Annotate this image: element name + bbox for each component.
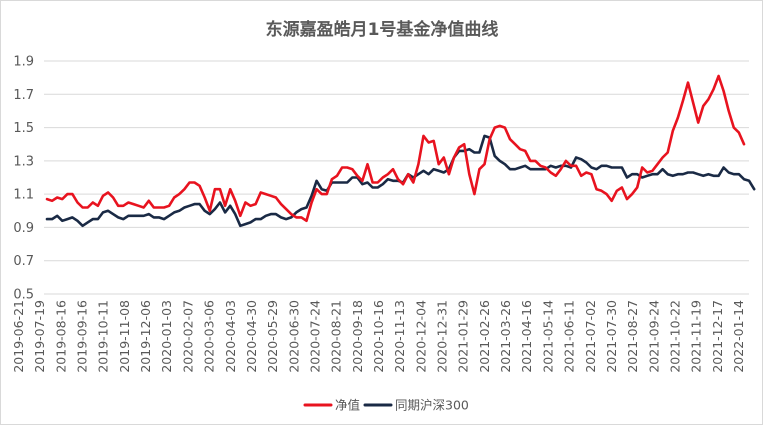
legend-label: 同期沪深300 xyxy=(395,398,469,413)
chart-title: 东源嘉盈皓月1号基金净值曲线 xyxy=(266,19,499,40)
x-tick-label: 2020-12-04 xyxy=(413,300,428,373)
x-tick-label: 2019-07-19 xyxy=(32,300,47,373)
x-tick-label: 2019-06-21 xyxy=(11,300,26,373)
y-tick-label: 1.7 xyxy=(13,88,34,103)
legend: 净值 同期沪深300 xyxy=(303,398,469,413)
x-tick-label: 2021-05-14 xyxy=(540,300,555,373)
x-tick-label: 2021-03-26 xyxy=(498,300,513,373)
x-tick-label: 2021-09-24 xyxy=(646,300,661,373)
x-tick-label: 2020-04-30 xyxy=(244,300,259,373)
series-lines xyxy=(45,74,756,228)
y-tick-label: 0.5 xyxy=(13,288,34,303)
x-tick-label: 2019-11-08 xyxy=(117,300,132,373)
x-tick-label: 2020-04-03 xyxy=(223,300,238,373)
x-tick-label: 2020-03-06 xyxy=(202,300,217,373)
gridlines xyxy=(44,60,749,295)
y-tick-label: 0.9 xyxy=(13,221,34,236)
x-tick-label: 2019-12-06 xyxy=(138,300,153,373)
x-tick-label: 2021-07-02 xyxy=(583,300,598,373)
x-tick-label: 2021-11-19 xyxy=(689,300,704,373)
x-tick-label: 2019-08-16 xyxy=(53,300,68,373)
x-tick-label: 2020-08-21 xyxy=(329,300,344,373)
x-tick-label: 2020-06-30 xyxy=(286,300,301,373)
x-tick-label: 2022-01-14 xyxy=(731,300,746,373)
y-tick-label: 1.9 xyxy=(13,55,34,70)
x-tick-label: 2021-10-22 xyxy=(667,300,682,373)
x-tick-label: 2020-10-16 xyxy=(371,300,386,373)
y-tick-label: 1.3 xyxy=(13,154,34,169)
x-tick-label: 2020-07-24 xyxy=(307,300,322,373)
x-tick-label: 2021-02-26 xyxy=(477,300,492,373)
x-tick-label: 2020-12-31 xyxy=(435,300,450,373)
x-tick-label: 2021-04-16 xyxy=(519,300,534,373)
legend-label: 净值 xyxy=(335,398,360,413)
x-tick-label: 2021-01-29 xyxy=(456,300,471,373)
x-tick-label: 2021-12-17 xyxy=(710,300,725,373)
x-tick-label: 2021-06-11 xyxy=(562,300,577,373)
y-tick-label: 1.5 xyxy=(13,121,34,136)
y-tick-label: 1.1 xyxy=(13,188,34,203)
x-tick-label: 2019-09-16 xyxy=(75,300,90,373)
x-tick-label: 2020-11-13 xyxy=(392,300,407,373)
y-tick-label: 0.7 xyxy=(13,254,34,269)
x-tick-label: 2021-08-27 xyxy=(625,300,640,373)
x-tick-label: 2020-09-18 xyxy=(350,300,365,373)
x-tick-label: 2020-02-07 xyxy=(180,300,195,373)
x-tick-label: 2021-07-30 xyxy=(604,300,619,373)
series-line-0 xyxy=(45,74,746,223)
y-axis-ticks: 0.5 0.7 0.9 1.1 1.3 1.5 1.7 1.9 xyxy=(13,55,34,303)
x-axis-ticks: 2019-06-21 2019-07-19 2019-08-16 2019-09-16… xyxy=(11,300,746,373)
x-tick-label: 2020-01-03 xyxy=(159,300,174,373)
x-tick-label: 2019-10-11 xyxy=(96,300,111,373)
x-tick-label: 2020-05-29 xyxy=(265,300,280,373)
